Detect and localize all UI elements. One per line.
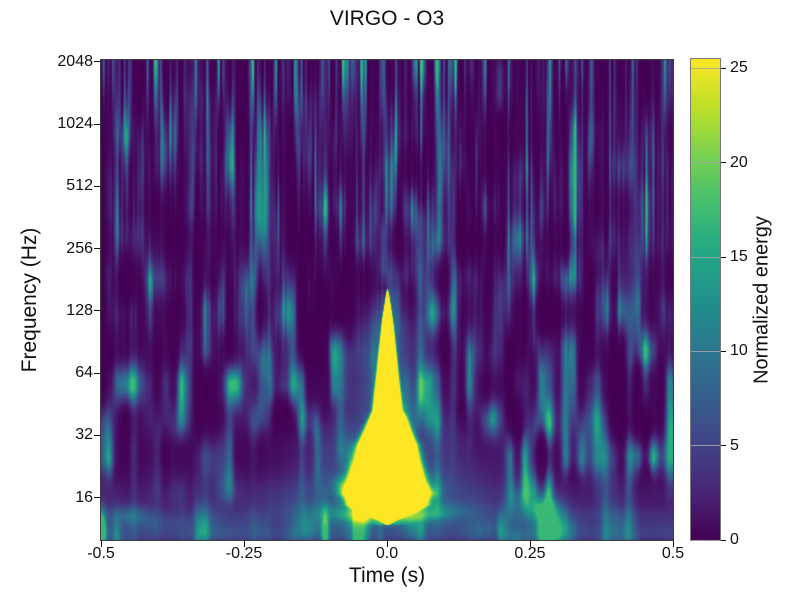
- x-axis-label: Time (s): [348, 564, 426, 587]
- y-tick: [94, 248, 100, 250]
- x-tick-label: 0.5: [661, 545, 685, 562]
- colorbar-tick: [721, 162, 726, 164]
- y-tick: [94, 434, 100, 436]
- colorbar-tick-gridline: [691, 539, 720, 541]
- y-tick-label: 128: [66, 301, 93, 319]
- y-tick: [94, 123, 100, 125]
- y-tick-label: 2048: [57, 52, 93, 70]
- y-tick: [94, 372, 100, 374]
- colorbar-tick: [721, 350, 726, 352]
- y-tick: [94, 310, 100, 312]
- colorbar-tick-gridline: [691, 256, 720, 258]
- x-tick-label: -0.25: [225, 545, 263, 562]
- y-tick-label: 16: [75, 488, 93, 506]
- colorbar-label: Normalized energy: [750, 216, 773, 384]
- colorbar-tick: [721, 539, 726, 541]
- colorbar-tick: [721, 67, 726, 69]
- y-tick-label: 1024: [57, 115, 93, 133]
- colorbar-tick: [721, 256, 726, 258]
- colorbar-tick: [721, 445, 726, 447]
- x-tick: [100, 541, 102, 547]
- x-tick-label: 0.25: [514, 545, 546, 562]
- colorbar-tick-gridline: [691, 67, 720, 69]
- y-tick-label: 64: [75, 364, 93, 382]
- colorbar-tick-gridline: [691, 445, 720, 447]
- y-tick: [94, 497, 100, 499]
- colorbar-tick-label: 10: [730, 342, 748, 360]
- x-tick: [529, 541, 531, 547]
- colorbar: [690, 58, 721, 541]
- spectrogram-canvas: [101, 60, 673, 540]
- y-tick-label: 512: [66, 177, 93, 195]
- y-tick: [94, 185, 100, 187]
- y-axis-label: Frequency (Hz): [18, 227, 41, 373]
- colorbar-tick-gridline: [691, 350, 720, 352]
- colorbar-tick-label: 5: [730, 436, 739, 454]
- y-tick: [94, 61, 100, 63]
- x-tick-label: 0.0: [375, 545, 399, 562]
- colorbar-tick-label: 20: [730, 153, 748, 171]
- colorbar-tick-label: 0: [730, 531, 739, 548]
- y-tick-label: 32: [75, 426, 93, 444]
- colorbar-tick-label: 25: [730, 59, 748, 77]
- x-tick-label: -0.5: [87, 545, 115, 562]
- plot-title: VIRGO - O3: [329, 7, 445, 30]
- plot-area: [100, 59, 674, 541]
- x-tick: [672, 541, 674, 547]
- x-tick: [243, 541, 245, 547]
- y-tick-label: 256: [66, 239, 93, 257]
- colorbar-tick-label: 15: [730, 248, 748, 266]
- x-tick: [386, 541, 388, 547]
- colorbar-tick-gridline: [691, 162, 720, 164]
- colorbar-gradient: [691, 59, 720, 540]
